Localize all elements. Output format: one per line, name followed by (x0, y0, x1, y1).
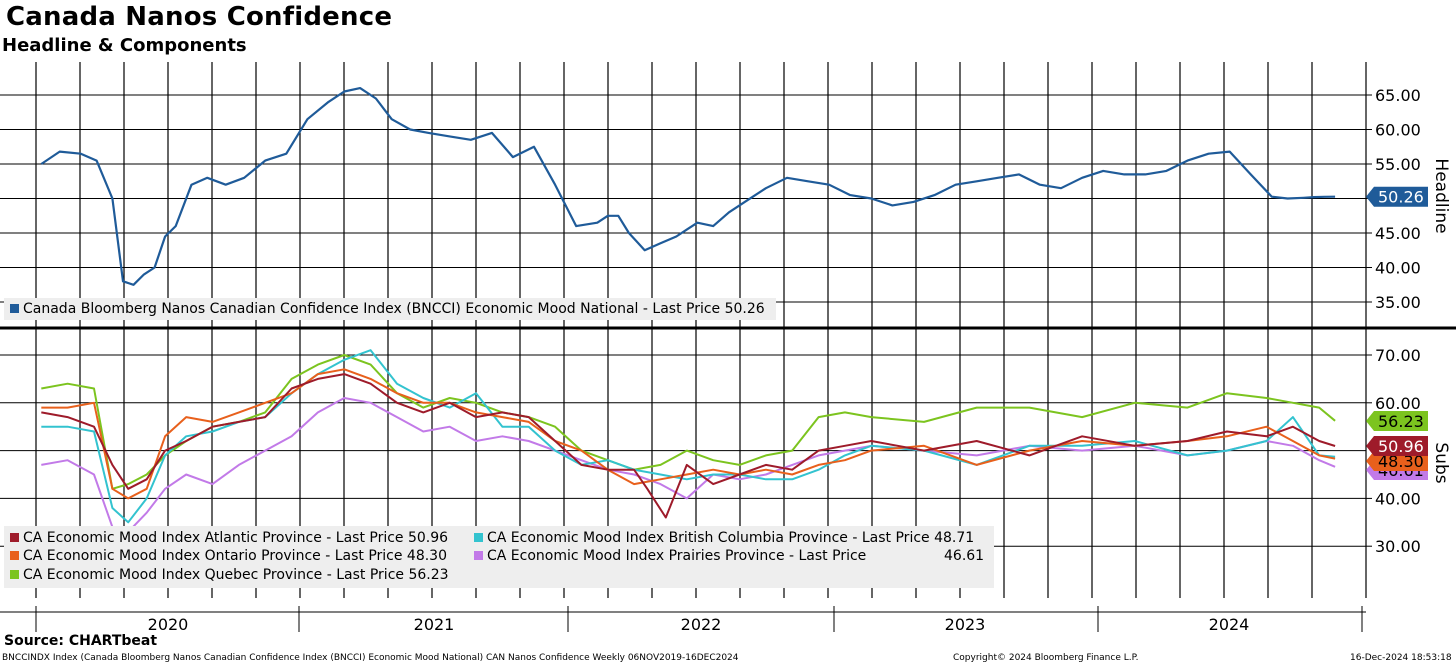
bottom-legend: CA Economic Mood Index Atlantic Province… (4, 526, 994, 588)
bottom-ytick-label: 30.00 (1375, 537, 1421, 556)
last-price-tag-ontario-text: 48.30 (1378, 452, 1424, 471)
legend-swatch-quebec (10, 570, 19, 579)
legend-swatch-atlantic (10, 533, 19, 542)
last-price-tag-atlantic: 50.96 (1366, 436, 1428, 456)
bottom-ytick-label: 70.00 (1375, 346, 1421, 365)
last-price-tag-atlantic-bg (1366, 436, 1428, 456)
legend-ontario: CA Economic Mood Index Ontario Province … (10, 548, 447, 564)
last-price-tag-national-text: 50.26 (1378, 188, 1424, 207)
legend-label-prairies: CA Economic Mood Index Prairies Province… (487, 548, 867, 564)
x-tick-label: 2024 (1209, 615, 1250, 634)
last-price-tag-quebec-bg (1366, 411, 1428, 431)
legend-national: Canada Bloomberg Nanos Canadian Confiden… (10, 301, 765, 317)
top-axis-title: Headline (1431, 158, 1451, 233)
legend-swatch-national (10, 304, 19, 313)
legend-swatch-british-columbia (474, 533, 483, 542)
last-price-tag-quebec: 56.23 (1366, 411, 1428, 431)
source-label: Source: CHARTbeat (4, 633, 158, 649)
top-ytick-label: 40.00 (1375, 259, 1421, 278)
top-ytick-label: 45.00 (1375, 224, 1421, 243)
bottom-ytick-label: 60.00 (1375, 394, 1421, 413)
top-legend: Canada Bloomberg Nanos Canadian Confiden… (4, 298, 776, 320)
footer-timestamp: 16-Dec-2024 18:53:18 (1350, 653, 1452, 663)
series-line-atlantic (41, 373, 1336, 519)
legend-british-columbia: CA Economic Mood Index British Columbia … (474, 530, 974, 546)
chart-title: Canada Nanos Confidence (6, 2, 393, 32)
legend-label-quebec: CA Economic Mood Index Quebec Province -… (23, 567, 449, 583)
x-tick-label: 2023 (945, 615, 986, 634)
last-price-tag-quebec-text: 56.23 (1378, 412, 1424, 431)
legend-prairies: CA Economic Mood Index Prairies Province… (474, 548, 866, 564)
chart-subtitle: Headline & Components (2, 35, 247, 56)
legend-label-national: Canada Bloomberg Nanos Canadian Confiden… (23, 301, 765, 317)
top-ytick-label: 35.00 (1375, 293, 1421, 312)
top-ytick-label: 60.00 (1375, 121, 1421, 140)
legend-quebec: CA Economic Mood Index Quebec Province -… (10, 567, 449, 583)
footer-copyright: Copyright© 2024 Bloomberg Finance L.P. (953, 653, 1139, 663)
last-price-tag-atlantic-text: 50.96 (1378, 437, 1424, 456)
bottom-ytick-label: 40.00 (1375, 489, 1421, 508)
legend-label-british-columbia: CA Economic Mood Index British Columbia … (487, 530, 975, 546)
footer-description: BNCCINDX Index (Canada Bloomberg Nanos C… (2, 653, 739, 663)
legend-swatch-prairies (474, 551, 483, 560)
legend-atlantic: CA Economic Mood Index Atlantic Province… (10, 530, 448, 546)
last-price-tag-national: 50.26 (1366, 186, 1428, 207)
series-line-prairies (41, 397, 1336, 533)
series-line-national (40, 86, 1336, 286)
legend-prairies-last-value: 46.61 (944, 548, 985, 564)
x-tick-label: 2022 (681, 615, 722, 634)
x-tick-label: 2020 (148, 615, 189, 634)
series-line-ontario (41, 368, 1336, 500)
last-price-tag-national-bg (1366, 186, 1428, 207)
bottom-axis-title: Subs (1431, 442, 1451, 483)
legend-label-ontario: CA Economic Mood Index Ontario Province … (23, 548, 447, 564)
legend-label-atlantic: CA Economic Mood Index Atlantic Province… (23, 530, 449, 546)
top-ytick-label: 55.00 (1375, 155, 1421, 174)
top-ytick-label: 65.00 (1375, 86, 1421, 105)
legend-swatch-ontario (10, 551, 19, 560)
x-tick-label: 2021 (414, 615, 455, 634)
